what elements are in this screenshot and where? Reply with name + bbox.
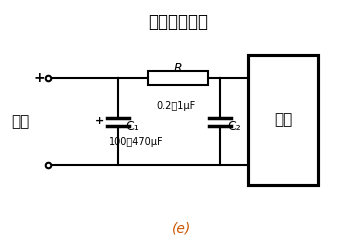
- Bar: [148, 71, 208, 85]
- Text: 0.2～1μF: 0.2～1μF: [156, 100, 195, 110]
- Text: (e): (e): [173, 221, 191, 235]
- Bar: [248, 55, 318, 185]
- Text: 100～470μF: 100～470μF: [109, 136, 164, 147]
- Text: R: R: [174, 61, 182, 74]
- Text: 电源: 电源: [11, 114, 29, 129]
- Text: C₂: C₂: [227, 120, 241, 133]
- Text: C₁: C₁: [125, 120, 139, 133]
- Text: 几十至几百欧: 几十至几百欧: [148, 13, 208, 31]
- Text: 电路: 电路: [274, 112, 292, 127]
- Text: +: +: [33, 71, 45, 85]
- Text: +: +: [95, 115, 104, 125]
